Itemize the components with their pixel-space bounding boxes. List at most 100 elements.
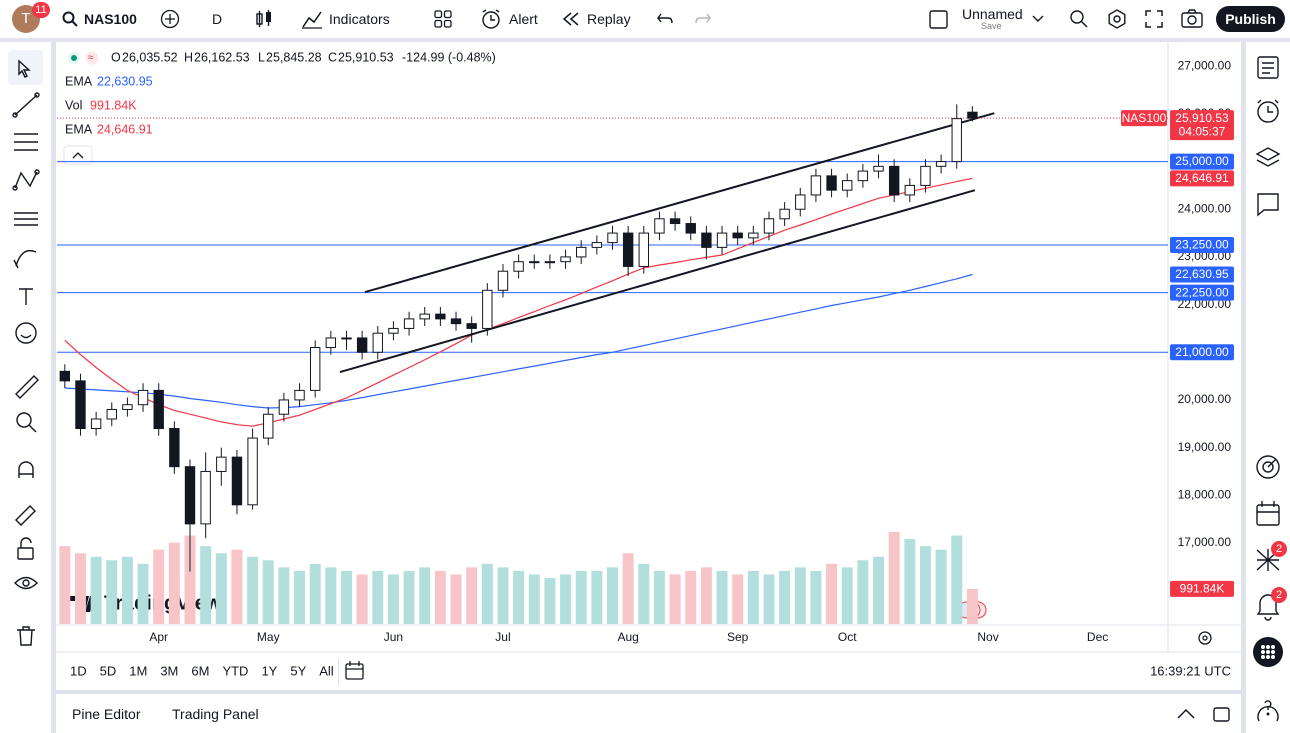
range-button[interactable]: All [319, 663, 334, 678]
symbol[interactable]: NAS100 [84, 11, 137, 27]
left-toolbar [0, 42, 51, 733]
layout-icon[interactable] [929, 10, 948, 29]
volume-bar [325, 567, 337, 624]
candle-body [153, 389, 164, 430]
replay-button[interactable]: Replay [587, 11, 631, 27]
price-line-tag-bg [1170, 344, 1234, 361]
range-button[interactable]: 1Y [261, 663, 277, 678]
symbol-tag-bg [1121, 110, 1167, 127]
range-button[interactable]: 5Y [290, 663, 306, 678]
volume-bar [74, 553, 86, 624]
volume-bar [106, 560, 118, 624]
search-icon[interactable] [62, 11, 78, 27]
drawing-tools[interactable] [0, 42, 51, 662]
layout-name[interactable]: Unnamed [962, 6, 1023, 22]
range-button[interactable]: 3M [160, 663, 178, 678]
snapshot-icon[interactable] [1181, 9, 1203, 29]
indicators-icon[interactable] [301, 9, 323, 29]
volume-bar [434, 570, 446, 624]
range-bar: 1D 5D 1M 3M 6M YTD 1Y 5Y All [70, 663, 334, 678]
volume-bar [904, 539, 916, 624]
widget-icons[interactable] [1246, 42, 1290, 733]
legend-vol-value: 991.84K [90, 98, 137, 112]
volume-bar [262, 560, 274, 624]
candle-body [544, 261, 556, 264]
data-icon [85, 51, 99, 65]
candle-body [403, 318, 415, 329]
chart-type-icon[interactable] [255, 9, 273, 29]
legend-c: C [328, 50, 337, 64]
volume-bar [294, 570, 306, 624]
candle-body [513, 261, 524, 272]
right-toolbar: 2 2 [1246, 42, 1290, 733]
candle-body [716, 232, 728, 248]
fullscreen-icon[interactable] [1145, 10, 1163, 28]
candle-body [935, 161, 947, 167]
replay-icon[interactable] [562, 11, 580, 27]
publish-button[interactable]: Publish [1216, 6, 1285, 32]
data-icon-glyph: ≈ [88, 53, 94, 64]
settings-icon[interactable] [1106, 8, 1128, 30]
range-button[interactable]: 1D [70, 663, 87, 678]
badge: 2 [1271, 587, 1287, 603]
volume-bar [935, 549, 947, 624]
range-button[interactable]: 1M [129, 663, 147, 678]
candle-body [748, 232, 759, 239]
candle-body [920, 165, 931, 186]
panel-controls[interactable] [1176, 706, 1236, 722]
price-line-tag: 25,000.00 [1175, 154, 1229, 168]
volume-bar [168, 542, 180, 624]
bottom-panel: Pine Editor Trading Panel [56, 694, 1241, 733]
candle-body [122, 404, 133, 410]
last-price-label: 25,910.53 [1175, 111, 1229, 125]
ema-tag-bg [1170, 170, 1234, 187]
y-tick-label: 17,000.00 [1178, 535, 1232, 549]
x-tick-label: Oct [838, 630, 857, 644]
legend-o-value: 26,035.52 [122, 50, 178, 64]
candle-body [873, 165, 884, 172]
axis-settings-icon[interactable] [1198, 631, 1212, 645]
volume-bar [200, 546, 212, 624]
volume-bar [638, 563, 650, 624]
volume-bar [59, 546, 71, 624]
legend-l-value: 25,845.28 [266, 50, 322, 64]
indicators-button[interactable]: Indicators [329, 11, 390, 27]
candle-body [810, 175, 822, 196]
volume-bar [497, 567, 509, 624]
quick-search-icon[interactable] [1068, 8, 1090, 30]
volume-bar [826, 563, 838, 624]
undo-icon[interactable] [656, 11, 674, 27]
range-button[interactable]: YTD [222, 663, 248, 678]
interval[interactable]: D [212, 11, 223, 27]
volume-bar [700, 567, 712, 624]
range-button[interactable]: 6M [191, 663, 209, 678]
collapse-button[interactable] [63, 145, 93, 165]
last-price-tag-bg [1170, 110, 1234, 141]
redo-icon[interactable] [694, 11, 712, 27]
alert-button[interactable]: Alert [509, 11, 538, 27]
candle-body [341, 337, 352, 340]
save-label[interactable]: Save [981, 21, 1002, 31]
volume-bar [215, 553, 227, 624]
layout-menu-icon[interactable] [1032, 14, 1044, 24]
alert-icon[interactable] [480, 8, 502, 30]
volume-bar [231, 549, 243, 624]
range-button[interactable]: 5D [100, 663, 117, 678]
pine-editor-tab[interactable]: Pine Editor [72, 706, 141, 722]
volume-bar [794, 567, 806, 624]
trendline [364, 112, 995, 294]
badge: 2 [1271, 541, 1287, 557]
templates-icon[interactable] [434, 10, 452, 28]
volume-bar [747, 570, 759, 624]
volume-bar [716, 570, 728, 624]
compare-icon[interactable] [160, 9, 180, 29]
candle-body [356, 337, 368, 353]
candle-body [654, 218, 665, 234]
legend-vol-name: Vol [65, 98, 82, 112]
trading-panel-tab[interactable]: Trading Panel [172, 706, 259, 722]
volume-bar [278, 567, 290, 624]
goto-date-icon[interactable] [345, 661, 364, 680]
volume-bar [247, 556, 259, 624]
